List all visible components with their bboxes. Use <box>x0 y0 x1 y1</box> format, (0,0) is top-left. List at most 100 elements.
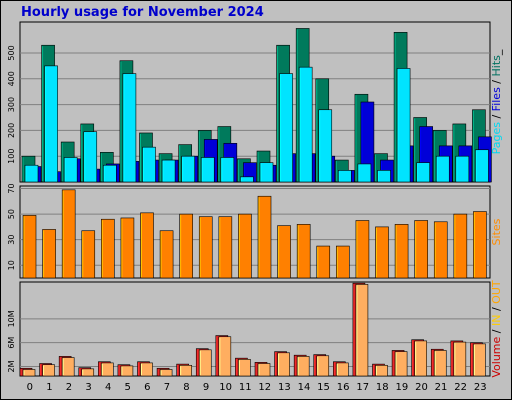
bar-pages-16 <box>338 170 352 183</box>
bar-out-0 <box>22 369 36 377</box>
x-tick-label: 2 <box>66 382 72 393</box>
bar-pages-23 <box>475 149 489 183</box>
bar-sites-3 <box>81 230 96 279</box>
bar-pages-21 <box>435 155 450 183</box>
y-axis-label-part: / <box>490 111 503 122</box>
bar-out-14 <box>296 356 310 377</box>
bar-sites-2 <box>61 189 76 279</box>
bar-sites-10 <box>218 216 233 279</box>
y-tick-label: 10M <box>7 310 16 327</box>
bar-sites-17 <box>355 220 370 279</box>
bar-pages-20 <box>416 162 430 183</box>
bar-pages-1 <box>44 65 58 183</box>
bar-out-12 <box>257 363 271 377</box>
y-axis-label-part: Files <box>490 87 503 111</box>
bar-pages-12 <box>259 162 274 183</box>
bar-sites-6 <box>140 212 154 279</box>
y-axis-label-part: _ <box>490 49 503 56</box>
bar-pages-9 <box>200 157 215 183</box>
y-axis-label-part: Hits <box>490 55 503 77</box>
x-tick-label: 23 <box>474 382 487 393</box>
bar-sites-20 <box>414 220 428 279</box>
x-tick-label: 0 <box>27 382 33 393</box>
x-tick-label: 7 <box>164 382 170 393</box>
x-tick-label: 10 <box>219 382 232 393</box>
y-axis-label-sites: Sites <box>490 218 503 245</box>
bar-out-19 <box>394 351 408 377</box>
bar-pages-7 <box>161 159 176 183</box>
bar-sites-12 <box>257 195 272 279</box>
y-tick-label: 200 <box>7 123 16 138</box>
y-axis-label-pages-files-hits: Pages / Files / Hits_ <box>490 49 503 154</box>
bar-out-22 <box>453 341 467 377</box>
y-axis-label-part: Pages <box>490 122 503 155</box>
x-tick-label: 16 <box>337 382 350 393</box>
bar-sites-7 <box>159 230 174 279</box>
plot-area-sites <box>19 185 491 279</box>
bar-pages-19 <box>396 68 411 183</box>
bar-out-18 <box>375 364 388 377</box>
x-tick-label: 22 <box>454 382 467 393</box>
bar-out-17 <box>355 284 369 377</box>
y-tick-label: 10 <box>7 260 16 270</box>
y-tick-label: 500 <box>7 45 16 60</box>
bar-sites-4 <box>101 218 115 279</box>
bar-sites-11 <box>238 213 252 279</box>
bar-sites-15 <box>316 245 331 279</box>
y-tick-label: 400 <box>7 71 16 86</box>
x-tick-label: 3 <box>85 382 91 393</box>
bar-sites-1 <box>42 229 56 279</box>
x-tick-label: 17 <box>356 382 369 393</box>
y-axis-label-part: IN <box>490 315 503 326</box>
bar-pages-8 <box>181 155 195 183</box>
bar-pages-3 <box>83 131 98 183</box>
bar-out-23 <box>473 343 486 377</box>
x-tick-label: 15 <box>317 382 330 393</box>
bar-out-10 <box>218 336 232 377</box>
bar-sites-0 <box>22 215 37 279</box>
y-axis-label-part: OUT <box>490 280 503 304</box>
y-tick-label: 50 <box>7 209 16 219</box>
y-axis-label-volume: Volume / IN / OUT <box>490 280 503 378</box>
x-tick-label: 6 <box>144 382 150 393</box>
x-tick-label: 11 <box>239 382 252 393</box>
bar-pages-0 <box>24 164 39 183</box>
bar-out-5 <box>120 365 134 377</box>
chart-title: Hourly usage for November 2024 <box>21 5 264 20</box>
y-axis-label-part: / <box>490 304 503 315</box>
bar-sites-18 <box>375 226 389 279</box>
bar-out-16 <box>336 362 349 377</box>
bar-sites-5 <box>120 217 135 279</box>
y-axis-label-part: Volume <box>490 336 503 377</box>
bar-sites-19 <box>394 224 409 279</box>
bar-out-11 <box>238 359 251 377</box>
y-axis-label-part: Sites <box>490 218 503 245</box>
bar-pages-2 <box>63 157 78 183</box>
bar-out-20 <box>414 340 427 377</box>
y-tick-label: 2M <box>7 360 16 372</box>
bar-out-4 <box>101 362 114 377</box>
x-tick-label: 1 <box>46 382 52 393</box>
bar-out-3 <box>81 368 95 377</box>
x-tick-label: 4 <box>105 382 111 393</box>
bar-sites-14 <box>296 224 311 279</box>
x-tick-label: 12 <box>258 382 271 393</box>
x-tick-label: 19 <box>396 382 409 393</box>
bar-sites-21 <box>433 221 448 279</box>
bar-out-7 <box>159 369 173 377</box>
bar-pages-22 <box>455 155 470 183</box>
x-tick-label: 9 <box>203 382 209 393</box>
bar-pages-4 <box>103 164 117 183</box>
y-axis-label-part: / <box>490 326 503 337</box>
x-tick-label: 21 <box>435 382 448 393</box>
x-tick-label: 13 <box>278 382 291 393</box>
bar-pages-18 <box>377 170 391 183</box>
bar-out-13 <box>277 352 290 377</box>
bar-pages-15 <box>318 109 333 183</box>
bar-sites-23 <box>473 211 487 279</box>
bar-pages-17 <box>357 163 372 183</box>
y-tick-label: 70 <box>7 183 16 193</box>
bar-out-6 <box>140 362 153 377</box>
bar-out-8 <box>179 364 192 377</box>
bar-pages-13 <box>279 73 293 183</box>
